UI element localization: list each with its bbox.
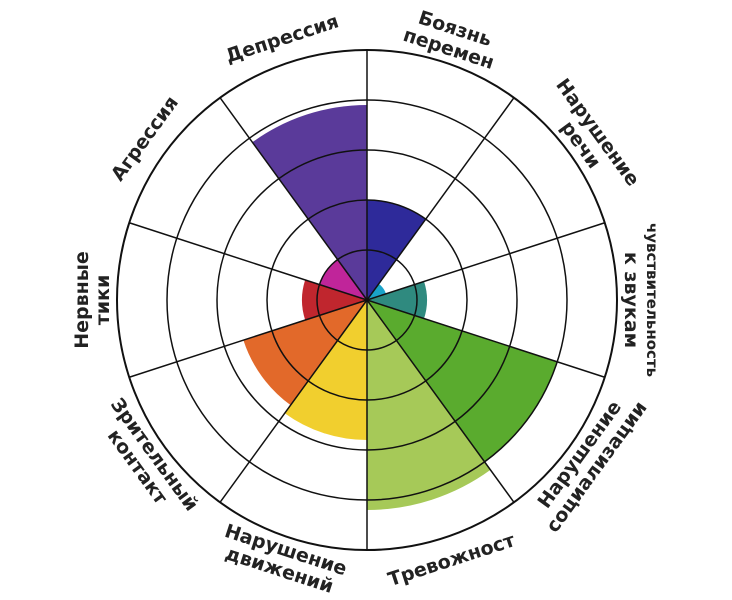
spoke xyxy=(219,97,368,301)
category-label-line: Агрессия xyxy=(107,92,183,185)
category-label: Нервные тики xyxy=(71,251,114,349)
category-label-line: тики xyxy=(92,275,114,326)
spoke xyxy=(129,222,368,301)
sector xyxy=(367,283,387,300)
sector xyxy=(367,300,491,510)
category-label-line: к звукам xyxy=(620,252,642,348)
sector xyxy=(367,300,558,462)
sector xyxy=(243,300,367,406)
sector xyxy=(367,281,427,319)
spoke xyxy=(366,299,515,503)
sector xyxy=(367,200,426,300)
spoke xyxy=(219,299,368,503)
category-label-line: Нервные xyxy=(71,251,93,349)
category-label-line: Депрессия xyxy=(223,10,342,67)
spoke xyxy=(366,299,605,378)
category-label: Агрессия xyxy=(107,92,183,185)
spoke xyxy=(129,299,368,378)
category-label: Депрессия xyxy=(223,10,342,67)
category-label: Тревожност xyxy=(385,529,517,591)
spoke xyxy=(366,222,605,301)
spoke xyxy=(366,97,515,301)
sector xyxy=(252,105,367,300)
sector xyxy=(284,300,367,440)
category-label-line: Тревожност xyxy=(385,529,517,591)
category-label-line: чувствительность xyxy=(643,223,661,377)
sector xyxy=(319,259,367,300)
